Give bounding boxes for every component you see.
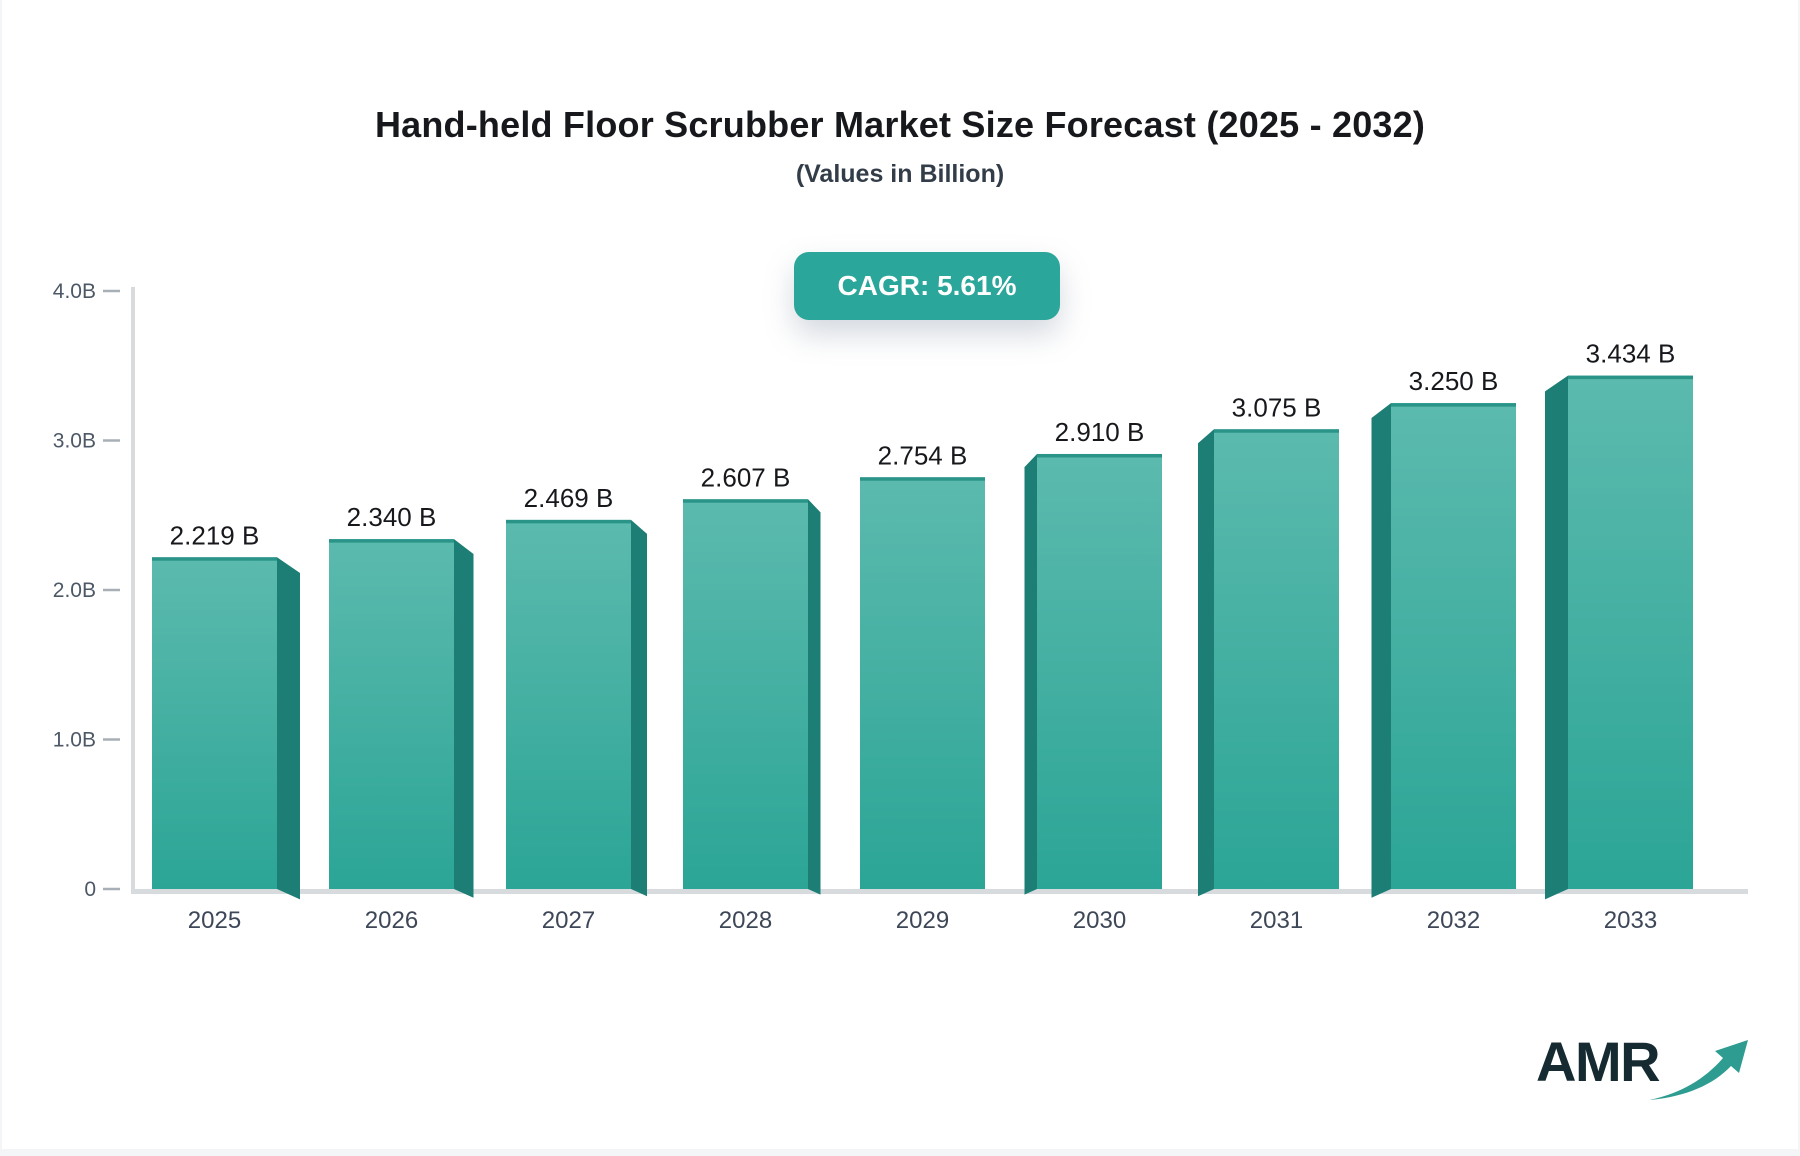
- bar-2032[interactable]: [1391, 403, 1516, 889]
- x-axis-label: 2033: [1604, 907, 1657, 934]
- x-axis-label: 2029: [896, 907, 949, 934]
- bar-side-2030: [1024, 453, 1037, 895]
- bar-side-2025: [277, 557, 300, 900]
- y-tick-label: 2.0B: [53, 579, 96, 602]
- bar-side-2031: [1198, 429, 1214, 897]
- bar-value-label: 3.075 B: [1232, 392, 1322, 422]
- bar-side-2026: [454, 539, 474, 898]
- bar-side-2028: [808, 499, 821, 895]
- bar-value-label: 2.910 B: [1055, 417, 1145, 447]
- bar-value-label: 2.340 B: [347, 502, 437, 532]
- bar-2029[interactable]: [860, 477, 985, 889]
- bar-value-label: 2.754 B: [878, 440, 968, 470]
- y-tick-label: 3.0B: [53, 430, 96, 453]
- bar-2025[interactable]: [152, 557, 277, 889]
- chart-subtitle: (Values in Billion): [795, 160, 1005, 188]
- amr-logo-arrow-icon: [1649, 1040, 1749, 1100]
- bar-2031[interactable]: [1214, 429, 1339, 889]
- y-tick-label: 0: [84, 878, 96, 901]
- x-axis-label: 2030: [1073, 907, 1126, 934]
- bar-2026[interactable]: [329, 539, 454, 889]
- bar-2028[interactable]: [683, 499, 808, 889]
- x-axis-label: 2032: [1427, 907, 1480, 934]
- bar-side-2033: [1545, 375, 1568, 900]
- bar-2033[interactable]: [1568, 375, 1693, 889]
- bar-value-label: 3.250 B: [1409, 366, 1499, 396]
- y-tick-label: 1.0B: [53, 729, 96, 752]
- amr-logo: AMR: [1536, 1034, 1751, 1102]
- bar-value-label: 3.434 B: [1586, 339, 1676, 369]
- x-axis-label: 2025: [188, 907, 241, 934]
- x-axis-label: 2028: [719, 907, 772, 934]
- bar-side-2027: [631, 519, 647, 897]
- bar-value-label: 2.219 B: [170, 520, 260, 550]
- x-axis-label: 2027: [542, 907, 595, 934]
- amr-logo-text: AMR: [1536, 1030, 1661, 1093]
- page-title: Hand-held Floor Scrubber Market Size For…: [374, 104, 1426, 145]
- bar-2030[interactable]: [1037, 453, 1162, 889]
- bar-value-label: 2.469 B: [524, 483, 614, 513]
- bar-2027[interactable]: [506, 519, 631, 889]
- bar-side-2032: [1371, 403, 1391, 898]
- x-axis-label: 2026: [365, 907, 418, 934]
- cagr-badge: CAGR: 5.61%: [794, 252, 1060, 320]
- bar-value-label: 2.607 B: [701, 462, 791, 492]
- x-axis-label: 2031: [1250, 907, 1303, 934]
- y-tick-label: 4.0B: [53, 280, 96, 303]
